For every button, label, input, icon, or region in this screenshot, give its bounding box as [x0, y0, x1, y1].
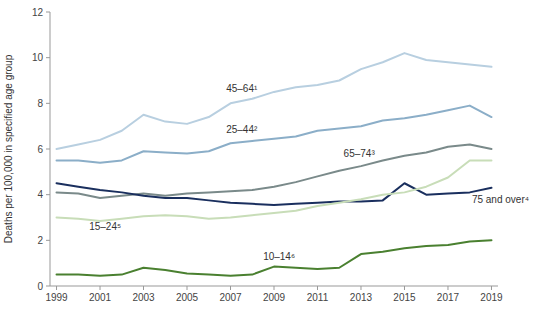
- x-tick: [100, 286, 101, 290]
- series-line: [57, 160, 492, 221]
- annotation: 25–44²: [226, 124, 258, 135]
- series-line: [57, 144, 492, 198]
- x-tick-label: 2003: [132, 292, 155, 303]
- x-tick: [404, 286, 405, 290]
- x-tick: [317, 286, 318, 290]
- y-tick-label: 4: [37, 189, 43, 200]
- x-tick-label: 1999: [45, 292, 68, 303]
- x-tick-label: 2011: [307, 292, 329, 303]
- y-tick-label: 12: [32, 7, 44, 18]
- annotation: 45–64¹: [226, 83, 258, 94]
- x-tick: [447, 286, 448, 290]
- chart: 1999 2001 2003 2005 2007 2009 2011 2013 2015 2017…: [0, 0, 560, 312]
- x-tick-label: 2019: [480, 292, 503, 303]
- plot-area: [57, 53, 492, 276]
- y-tick: [46, 194, 50, 195]
- y-tick: [46, 57, 50, 58]
- series-line: [57, 53, 492, 149]
- x-tick: [491, 286, 492, 290]
- x-tick-label: 2017: [437, 292, 460, 303]
- x-tick: [56, 286, 57, 290]
- y-tick-label: 6: [37, 144, 43, 155]
- x-tick: [230, 286, 231, 290]
- series-line: [57, 106, 492, 163]
- x-tick: [274, 286, 275, 290]
- annotation: 10–14⁶: [263, 251, 295, 262]
- y-tick-label: 2: [37, 235, 43, 246]
- series-line: [57, 240, 492, 275]
- y-tick-label: 8: [37, 98, 43, 109]
- y-tick-label: 0: [37, 281, 43, 292]
- annotation: 65–74³: [344, 148, 376, 159]
- x-tick: [360, 286, 361, 290]
- y-tick: [46, 240, 50, 241]
- annotation: 75 and over⁴: [472, 194, 529, 205]
- y-tick: [46, 286, 50, 287]
- x-tick-label: 2001: [89, 292, 112, 303]
- x-tick: [143, 286, 144, 290]
- x-tick: [187, 286, 188, 290]
- x-tick-label: 2015: [393, 292, 416, 303]
- x-tick-label: 2007: [219, 292, 242, 303]
- y-tick: [46, 12, 50, 13]
- y-tick: [46, 149, 50, 150]
- x-tick-label: 2009: [263, 292, 286, 303]
- annotation: 15–24⁵: [89, 221, 121, 232]
- y-tick: [46, 103, 50, 104]
- y-tick-label: 10: [32, 52, 44, 63]
- x-tick-label: 2013: [350, 292, 373, 303]
- x-tick-label: 2005: [176, 292, 199, 303]
- y-axis-label: Deaths per 100,000 in specified age grou…: [3, 54, 14, 243]
